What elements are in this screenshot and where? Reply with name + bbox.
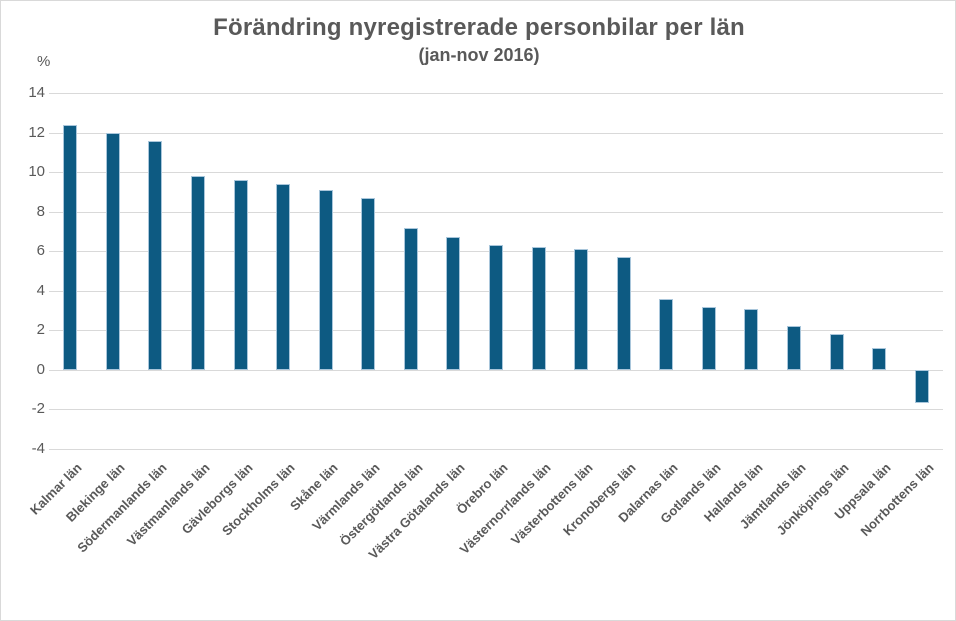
bar-8 xyxy=(403,227,418,370)
x-category-label-12: Västerbottens län xyxy=(507,460,596,548)
bar-19 xyxy=(872,348,887,370)
bar-2 xyxy=(148,140,163,370)
gridline-y-10 xyxy=(49,172,943,174)
x-category-label-3: Västmanlands län xyxy=(123,460,213,549)
plot-area xyxy=(49,93,943,450)
y-tick-label-14: 14 xyxy=(28,84,45,101)
bar-17 xyxy=(787,326,801,370)
y-tick-label-2: 2 xyxy=(36,321,45,339)
x-category-label-8: Östergötlands län xyxy=(336,460,426,549)
y-tick-label-4: 4 xyxy=(36,281,45,299)
bar-10 xyxy=(489,245,503,370)
chart-subtitle: (jan-nov 2016) xyxy=(418,45,540,65)
bar-18 xyxy=(829,334,844,370)
bar-1 xyxy=(105,132,120,370)
gridline-y-14 xyxy=(49,93,943,94)
gridline-y-12 xyxy=(49,132,943,134)
y-axis-unit-label: % xyxy=(37,53,51,70)
bar-16 xyxy=(744,308,759,370)
gridline-y-0 xyxy=(49,369,943,371)
bar-11 xyxy=(531,247,546,370)
y-tick-label-6: 6 xyxy=(36,242,45,260)
y-tick-label-12: 12 xyxy=(28,123,45,141)
bar-12 xyxy=(574,249,589,370)
bar-15 xyxy=(701,306,716,370)
x-category-label-19: Uppsala län xyxy=(831,460,894,523)
gridline-y--4 xyxy=(49,449,943,450)
x-category-label-15: Gotlands län xyxy=(657,460,724,527)
bar-9 xyxy=(446,237,461,370)
bar-3 xyxy=(191,176,205,370)
x-category-label-5: Stockholms län xyxy=(219,460,298,539)
x-category-label-17: Jämtlands län xyxy=(736,460,809,532)
bar-7 xyxy=(361,197,376,370)
y-tick-label--2: -2 xyxy=(31,400,45,418)
bar-4 xyxy=(233,180,248,370)
bar-0 xyxy=(63,124,78,370)
y-tick-label-10: 10 xyxy=(28,163,45,181)
bar-13 xyxy=(616,257,631,370)
bar-20 xyxy=(914,369,929,404)
gridline-y--2 xyxy=(49,409,943,411)
bar-14 xyxy=(659,298,674,370)
bar-6 xyxy=(318,189,333,370)
bar-5 xyxy=(276,184,291,370)
chart-title: Förändring nyregistrerade personbilar pe… xyxy=(213,14,745,41)
x-category-label-2: Södermanlands län xyxy=(74,460,171,556)
gridline-y-8 xyxy=(49,211,943,213)
x-category-label-10: Örebro län xyxy=(453,460,511,518)
y-tick-label--4: -4 xyxy=(31,440,45,457)
y-tick-label-0: 0 xyxy=(36,360,45,378)
y-tick-label-8: 8 xyxy=(36,202,45,220)
